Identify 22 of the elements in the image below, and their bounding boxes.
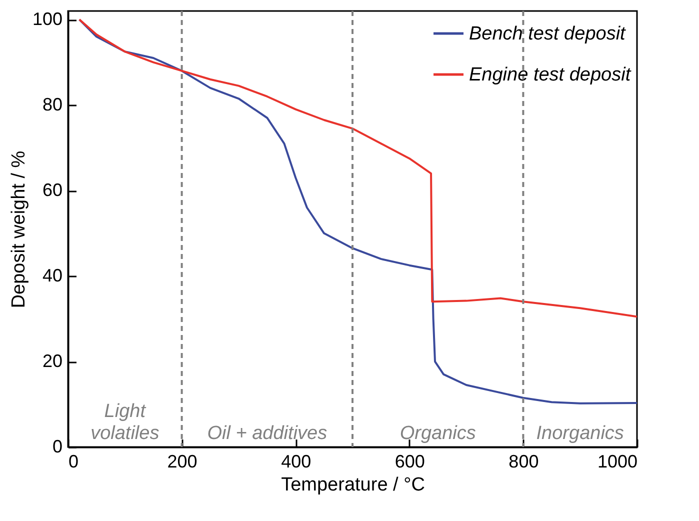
y-tick-label: 40 (42, 266, 62, 286)
x-axis-title: Temperature / °C (281, 474, 425, 496)
x-tick-label: 0 (68, 452, 79, 472)
y-axis-title: Deposit weight / % (8, 150, 30, 308)
annotation: Inorganics (536, 423, 624, 444)
annotation: Oil + additives (207, 423, 328, 444)
y-tick-label: 80 (42, 94, 62, 115)
line-series (78, 18, 637, 404)
y-tick-label: 100 (32, 9, 62, 30)
legend-label: Engine test deposit (469, 64, 632, 86)
x-tick-label: 600 (394, 452, 425, 472)
y-tick-label: 60 (42, 180, 62, 200)
y-tick-label: 20 (42, 351, 62, 372)
x-tick-label: 200 (167, 452, 198, 472)
x-tick-label: 400 (281, 452, 312, 472)
x-tick-label: 800 (508, 452, 539, 472)
line-series (78, 18, 637, 318)
x-tick-label: 1000 (597, 452, 638, 472)
annotation: Organics (400, 423, 476, 444)
annotation: Light volatiles (90, 401, 160, 444)
legend-label: Bench test deposit (469, 24, 626, 44)
y-tick-label: 0 (52, 436, 62, 456)
